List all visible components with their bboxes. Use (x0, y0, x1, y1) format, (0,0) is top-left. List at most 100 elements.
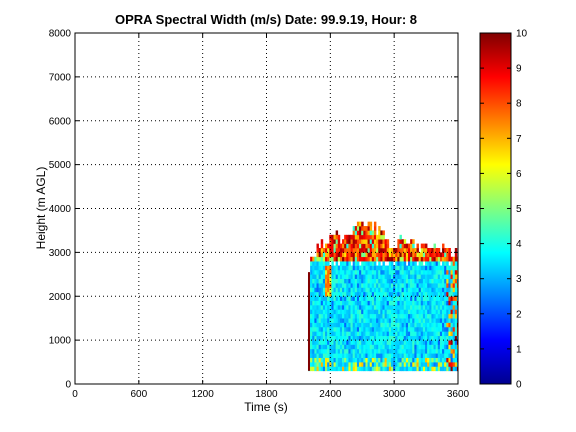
heatmap-cell (371, 265, 375, 271)
heatmap-cell (408, 300, 411, 306)
heatmap-cell (452, 357, 456, 363)
heatmap-cell (376, 287, 379, 293)
heatmap-cell (448, 362, 451, 367)
heatmap-cell (380, 265, 383, 271)
heatmap-cell (380, 353, 383, 358)
heatmap-cell (361, 265, 364, 271)
heatmap-cell (318, 256, 322, 262)
heatmap-cell (346, 362, 349, 367)
heatmap-cell (378, 243, 381, 249)
heatmap-cell (318, 305, 322, 310)
heatmap-cell (422, 300, 426, 306)
heatmap-cell (442, 353, 445, 358)
heatmap-cell (318, 274, 322, 279)
heatmap-cell (439, 296, 443, 301)
heatmap-cell (371, 252, 375, 258)
heatmap-cell (452, 256, 456, 262)
heatmap-cell (339, 362, 343, 367)
heatmap-cell (352, 278, 356, 284)
heatmap-cell (335, 344, 339, 350)
heatmap-cell (386, 291, 390, 297)
heatmap-cell (352, 357, 356, 363)
heatmap-cell (437, 287, 441, 293)
heatmap-cell (312, 261, 315, 266)
heatmap-cell (322, 252, 326, 258)
heatmap-cell (352, 300, 356, 306)
heatmap-cell (371, 353, 375, 358)
heatmap-cell (369, 256, 373, 262)
heatmap-cell (414, 256, 417, 262)
heatmap-cell (388, 269, 392, 275)
heatmap-cell (448, 265, 451, 271)
heatmap-cell (367, 265, 370, 271)
heatmap-cell (325, 283, 328, 288)
heatmap-cell (371, 335, 375, 341)
heatmap-cell (337, 335, 341, 341)
heatmap-cell (435, 322, 439, 328)
heatmap-cell (435, 283, 439, 288)
heatmap-cell (325, 274, 328, 279)
heatmap-cell (412, 291, 415, 297)
heatmap-cell (395, 291, 398, 297)
heatmap-cell (356, 274, 360, 279)
heatmap-cell (371, 366, 375, 372)
heatmap-cell (405, 344, 409, 350)
heatmap-cell (425, 287, 428, 293)
heatmap-cell (429, 247, 432, 253)
heatmap-cell (386, 344, 390, 350)
heatmap-cell (388, 291, 392, 297)
heatmap-cell (363, 300, 366, 306)
heatmap-cell (410, 357, 413, 363)
x-axis-label: Time (s) (244, 400, 288, 414)
heatmap-cell (454, 305, 458, 310)
heatmap-cell (414, 278, 417, 284)
heatmap-cell (386, 305, 390, 310)
heatmap-cell (337, 239, 341, 244)
heatmap-cell (367, 362, 370, 367)
heatmap-cell (410, 296, 413, 301)
heatmap-cell (401, 243, 405, 249)
heatmap-cell (316, 261, 319, 266)
heatmap-cell (335, 261, 339, 266)
heatmap-cell (371, 239, 375, 244)
heatmap-cell (399, 340, 402, 345)
heatmap-cell (331, 247, 334, 253)
heatmap-cell (384, 353, 388, 358)
heatmap-cell (331, 348, 334, 354)
heatmap-cell (369, 252, 373, 258)
heatmap-cell (429, 296, 432, 301)
heatmap-cell (397, 366, 400, 372)
heatmap-cell (393, 357, 396, 363)
colorbar-tick-label: 9 (516, 64, 522, 75)
heatmap-cell (397, 261, 400, 266)
heatmap-cell (371, 322, 375, 328)
heatmap-cell (314, 326, 317, 332)
heatmap-cell (446, 300, 449, 306)
heatmap-cell (384, 274, 388, 279)
heatmap-cell (382, 300, 385, 306)
x-tick-label: 1200 (192, 389, 215, 400)
heatmap-cell (386, 247, 390, 253)
heatmap-cell (414, 353, 417, 358)
heatmap-cell (369, 221, 373, 227)
heatmap-cell (393, 335, 396, 341)
heatmap-cell (456, 305, 458, 310)
heatmap-cell (397, 322, 400, 328)
heatmap-cell (331, 234, 334, 240)
heatmap-cell (414, 335, 417, 341)
heatmap-cell (456, 296, 458, 301)
heatmap-cell (395, 256, 398, 262)
heatmap-cell (456, 283, 458, 288)
heatmap-cell (454, 340, 458, 345)
heatmap-cell (395, 326, 398, 332)
heatmap-cell (337, 357, 341, 363)
heatmap-cell (342, 296, 345, 301)
heatmap-cell (348, 362, 351, 367)
heatmap-cell (361, 348, 364, 354)
heatmap-cell (325, 278, 328, 284)
heatmap-cell (371, 247, 375, 253)
heatmap-cell (450, 362, 453, 367)
heatmap-cell (322, 340, 326, 345)
heatmap-cell (354, 239, 358, 244)
heatmap-cell (344, 348, 347, 354)
